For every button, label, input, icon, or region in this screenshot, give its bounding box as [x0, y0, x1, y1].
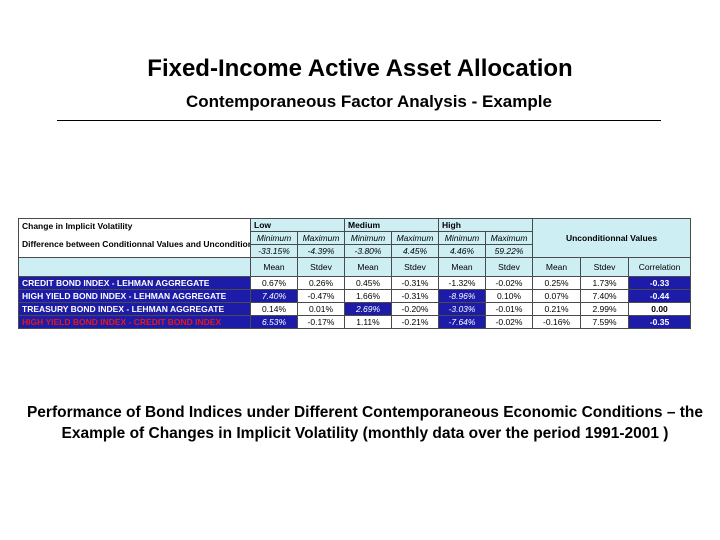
table-cell: -0.31% — [391, 276, 439, 290]
slide-subtitle: Contemporaneous Factor Analysis - Exampl… — [186, 92, 552, 111]
table-cell: 0.10% — [484, 289, 534, 303]
table-cell: 0.45% — [344, 276, 392, 290]
row-label: CREDIT BOND INDEX - LEHMAN AGGREGATE — [18, 276, 251, 290]
minmax-value: -4.39% — [297, 244, 345, 258]
minmax-value: -33.15% — [250, 244, 298, 258]
stat-header: Mean — [250, 257, 298, 277]
table-cell: -0.21% — [391, 315, 439, 329]
table-row: HIGH YIELD BOND INDEX - LEHMAN AGGREGATE… — [18, 289, 692, 303]
table-cell: -0.01% — [484, 302, 534, 316]
table-cell: -1.32% — [438, 276, 486, 290]
table-cell: 0.25% — [532, 276, 582, 290]
table-row: TREASURY BOND INDEX - LEHMAN AGGREGATE 0… — [18, 302, 692, 316]
stat-header: Stdev — [391, 257, 439, 277]
table-cell: 1.11% — [344, 315, 392, 329]
table-cell: -0.33 — [628, 276, 692, 290]
table-cell: 0.07% — [532, 289, 582, 303]
table-cell: 6.53% — [250, 315, 298, 329]
corner-title: Change in Implicit Volatility — [22, 221, 133, 231]
table-cell: 0.21% — [532, 302, 582, 316]
table-cell: -0.47% — [297, 289, 345, 303]
stat-header: Stdev — [580, 257, 630, 277]
row-label: TREASURY BOND INDEX - LEHMAN AGGREGATE — [18, 302, 251, 316]
table-cell: 1.66% — [344, 289, 392, 303]
volatility-table: Change in Implicit Volatility Difference… — [18, 218, 692, 329]
table-cell: -0.35 — [628, 315, 692, 329]
table-cell: -0.02% — [484, 276, 534, 290]
caption-line-1: Performance of Bond Indices under Differ… — [26, 404, 704, 421]
unconditional-header: Unconditionnal Values — [532, 218, 692, 258]
group-medium-header: Medium — [344, 218, 439, 232]
minmax-label: Maximum — [297, 231, 345, 245]
minmax-label: Minimum — [250, 231, 298, 245]
table-cell: 0.26% — [297, 276, 345, 290]
row-label: HIGH YIELD BOND INDEX - CREDIT BOND INDE… — [18, 315, 251, 329]
table-cell: 0.14% — [250, 302, 298, 316]
table-cell: -0.20% — [391, 302, 439, 316]
table-row: HIGH YIELD BOND INDEX - CREDIT BOND INDE… — [18, 315, 692, 329]
minmax-label: Minimum — [344, 231, 392, 245]
table-cell: 7.40% — [580, 289, 630, 303]
table-cell: -7.64% — [438, 315, 486, 329]
table-cell: 2.99% — [580, 302, 630, 316]
minmax-value: 4.46% — [438, 244, 486, 258]
stat-header: Correlation — [628, 257, 692, 277]
minmax-label: Maximum — [484, 231, 534, 245]
table-cell: -0.31% — [391, 289, 439, 303]
corner-description: Difference between Conditionnal Values a… — [22, 239, 250, 249]
minmax-value: -3.80% — [344, 244, 392, 258]
group-low-header: Low — [250, 218, 345, 232]
table-cell: -0.17% — [297, 315, 345, 329]
stat-header: Mean — [532, 257, 582, 277]
table-cell: 0.00 — [628, 302, 692, 316]
stat-header: Mean — [344, 257, 392, 277]
table-cell: 7.40% — [250, 289, 298, 303]
title-divider — [57, 120, 661, 121]
minmax-value: 59.22% — [484, 244, 534, 258]
table-cell: 2.69% — [344, 302, 392, 316]
table-cell: -3.03% — [438, 302, 486, 316]
stat-header: Mean — [438, 257, 486, 277]
stat-header: Stdev — [297, 257, 345, 277]
slide-caption: Performance of Bond Indices under Differ… — [20, 402, 710, 444]
table-cell: 7.59% — [580, 315, 630, 329]
minmax-label: Maximum — [391, 231, 439, 245]
minmax-label: Minimum — [438, 231, 486, 245]
group-high-header: High — [437, 218, 534, 232]
table-cell: -0.16% — [532, 315, 582, 329]
row-label: HIGH YIELD BOND INDEX - LEHMAN AGGREGATE — [18, 289, 251, 303]
stat-header-spacer — [18, 257, 251, 277]
stat-header: Stdev — [484, 257, 534, 277]
table-cell: 1.73% — [580, 276, 630, 290]
slide-title: Fixed-Income Active Asset Allocation — [147, 55, 573, 82]
table-row: CREDIT BOND INDEX - LEHMAN AGGREGATE 0.6… — [18, 276, 692, 290]
table-cell: -0.02% — [484, 315, 534, 329]
caption-line-2: Example of Changes in Implicit Volatilit… — [61, 425, 669, 442]
table-cell: 0.01% — [297, 302, 345, 316]
table-cell: -0.44 — [628, 289, 692, 303]
table-cell: -8.96% — [438, 289, 486, 303]
table-cell: 0.67% — [250, 276, 298, 290]
table-corner-header: Change in Implicit Volatility Difference… — [18, 218, 251, 258]
minmax-value: 4.45% — [391, 244, 439, 258]
